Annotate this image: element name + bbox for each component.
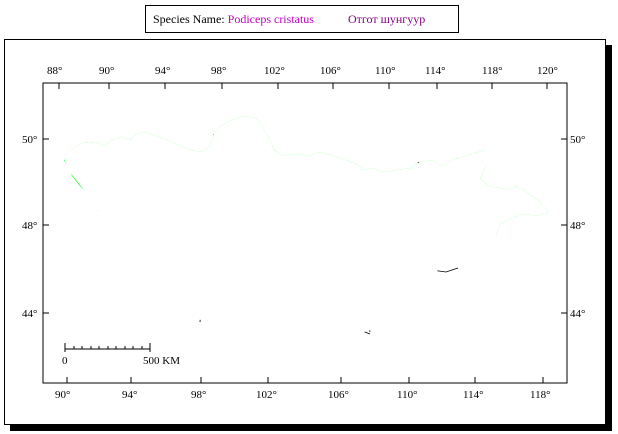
- bottom-longitude-labels: 90° 94° 98° 102° 106° 110° 114° 118°: [55, 389, 551, 401]
- species-prefix: Species Name:: [153, 12, 228, 26]
- latitude-labels: 50° 48° 44° 50° 48° 44°: [22, 134, 585, 320]
- scale-bar: 0 500 KM: [62, 343, 180, 367]
- lat-label: 44°: [570, 308, 585, 320]
- lat-label: 48°: [570, 220, 585, 232]
- scale-end-label: 500 KM: [143, 355, 180, 367]
- lon-label: 90°: [55, 389, 70, 401]
- species-label: Species Name: Podiceps cristatus: [153, 12, 314, 27]
- lon-label: 102°: [264, 65, 285, 77]
- lat-label: 50°: [570, 134, 585, 146]
- lon-label: 118°: [482, 65, 503, 77]
- mongolian-name: Отгот шунгуур: [348, 12, 426, 26]
- lon-label: 98°: [211, 65, 226, 77]
- species-title-box: Species Name: Podiceps cristatus Отгот ш…: [145, 5, 459, 33]
- lat-label: 44°: [22, 308, 37, 320]
- lat-label: 48°: [22, 220, 37, 232]
- lon-label: 90°: [99, 65, 114, 77]
- lon-label: 118°: [530, 389, 551, 401]
- lon-label: 98°: [191, 389, 206, 401]
- lon-label: 94°: [122, 389, 137, 401]
- lon-label: 88°: [47, 65, 62, 77]
- lon-label: 94°: [155, 65, 170, 77]
- graticule-ticks: [43, 83, 567, 383]
- lon-label: 110°: [375, 65, 396, 77]
- lon-label: 106°: [328, 389, 349, 401]
- lon-label: 114°: [463, 389, 484, 401]
- top-longitude-labels: 88° 90° 94° 98° 102° 106° 110° 114° 118°…: [47, 65, 558, 77]
- lat-label: 50°: [22, 134, 37, 146]
- lon-label: 114°: [425, 65, 446, 77]
- scientific-name: Podiceps cristatus: [227, 12, 314, 26]
- lon-label: 110°: [397, 389, 418, 401]
- lon-label: 120°: [537, 65, 558, 77]
- scale-start-label: 0: [62, 355, 68, 367]
- lon-label: 102°: [256, 389, 277, 401]
- lon-label: 106°: [320, 65, 341, 77]
